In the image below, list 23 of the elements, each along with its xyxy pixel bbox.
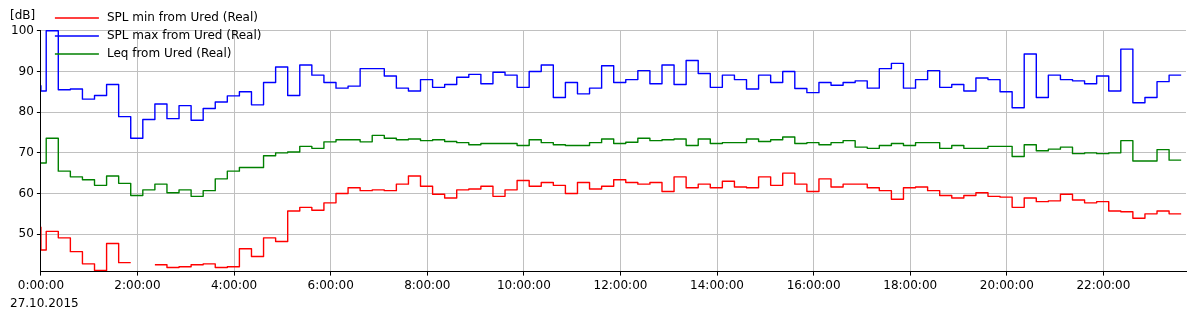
x-tick-label: 10:00:00 [496, 277, 551, 292]
x-tick-label: 2:00:00 [114, 277, 161, 292]
x-tick-label: 8:00:00 [404, 277, 451, 292]
y-axis-title: [dB] [10, 8, 36, 23]
y-tick-label: 70 [18, 144, 34, 159]
x-tick-label: 16:00:00 [786, 277, 841, 292]
legend-label: Leq from Ured (Real) [106, 46, 232, 61]
x-tick-label: 22:00:00 [1076, 277, 1131, 292]
x-tick-label: 18:00:00 [883, 277, 938, 292]
y-tick-label: 50 [18, 226, 34, 241]
y-tick-label: 60 [18, 185, 34, 200]
x-tick-label: 20:00:00 [979, 277, 1034, 292]
x-tick-label: 14:00:00 [690, 277, 744, 292]
text: 27.10.2015 [10, 296, 79, 311]
y-tick-label: 90 [18, 63, 34, 78]
x-tick-label: 0:00:00 [17, 277, 65, 292]
y-tick-label: 100 [11, 22, 34, 37]
x-tick-label: 12:00:00 [593, 277, 648, 292]
x-tick-label: 6:00:00 [307, 277, 354, 292]
legend-label: SPL min from Ured (Real) [106, 10, 258, 25]
y-tick-label: 80 [18, 104, 34, 119]
x-tick-label: 4:00:00 [210, 277, 258, 292]
legend-label: SPL max from Ured (Real) [106, 28, 262, 43]
